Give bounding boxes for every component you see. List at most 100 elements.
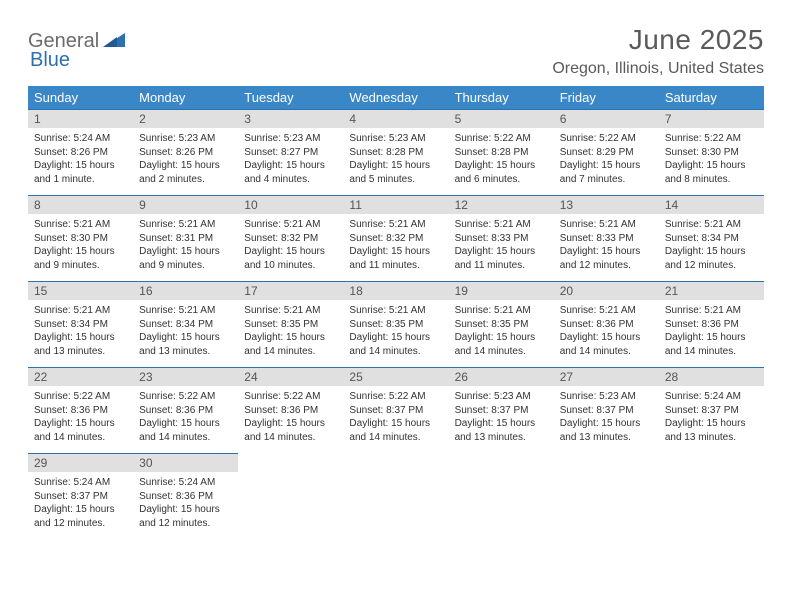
sunrise-text: Sunrise: 5:24 AM [665,390,758,404]
calendar-day-cell: 19Sunrise: 5:21 AMSunset: 8:35 PMDayligh… [449,281,554,367]
sunset-text: Sunset: 8:28 PM [349,146,442,160]
sunset-text: Sunset: 8:37 PM [665,404,758,418]
logo-triangle-icon [103,31,125,52]
daylight-text: Daylight: 15 hours and 14 minutes. [244,417,337,444]
day-body: Sunrise: 5:23 AMSunset: 8:26 PMDaylight:… [133,128,238,192]
sunrise-text: Sunrise: 5:24 AM [139,476,232,490]
daylight-text: Daylight: 15 hours and 11 minutes. [349,245,442,272]
day-number: 1 [28,109,133,128]
calendar-day-cell: 22Sunrise: 5:22 AMSunset: 8:36 PMDayligh… [28,367,133,453]
daylight-text: Daylight: 15 hours and 14 minutes. [349,417,442,444]
sunrise-text: Sunrise: 5:23 AM [455,390,548,404]
calendar-header-cell: Thursday [449,86,554,109]
day-number: 9 [133,195,238,214]
day-body: Sunrise: 5:22 AMSunset: 8:36 PMDaylight:… [133,386,238,450]
daylight-text: Daylight: 15 hours and 2 minutes. [139,159,232,186]
sunset-text: Sunset: 8:37 PM [455,404,548,418]
sunrise-text: Sunrise: 5:22 AM [244,390,337,404]
daylight-text: Daylight: 15 hours and 6 minutes. [455,159,548,186]
sunrise-text: Sunrise: 5:24 AM [34,132,127,146]
calendar-day-cell: 13Sunrise: 5:21 AMSunset: 8:33 PMDayligh… [554,195,659,281]
page-header: General June 2025 Oregon, Illinois, Unit… [28,24,764,78]
sunset-text: Sunset: 8:36 PM [560,318,653,332]
sunset-text: Sunset: 8:32 PM [349,232,442,246]
calendar-day-cell: 2Sunrise: 5:23 AMSunset: 8:26 PMDaylight… [133,109,238,195]
calendar-header-cell: Sunday [28,86,133,109]
daylight-text: Daylight: 15 hours and 13 minutes. [455,417,548,444]
calendar-day-cell: 15Sunrise: 5:21 AMSunset: 8:34 PMDayligh… [28,281,133,367]
sunset-text: Sunset: 8:30 PM [665,146,758,160]
day-number: 23 [133,367,238,386]
day-body: Sunrise: 5:21 AMSunset: 8:35 PMDaylight:… [449,300,554,364]
calendar-day-cell: 26Sunrise: 5:23 AMSunset: 8:37 PMDayligh… [449,367,554,453]
day-number: 14 [659,195,764,214]
calendar-page: General June 2025 Oregon, Illinois, Unit… [0,0,792,539]
day-number: 10 [238,195,343,214]
daylight-text: Daylight: 15 hours and 8 minutes. [665,159,758,186]
day-number: 2 [133,109,238,128]
day-body: Sunrise: 5:24 AMSunset: 8:37 PMDaylight:… [659,386,764,450]
daylight-text: Daylight: 15 hours and 13 minutes. [560,417,653,444]
calendar-day-cell: 24Sunrise: 5:22 AMSunset: 8:36 PMDayligh… [238,367,343,453]
day-body: Sunrise: 5:23 AMSunset: 8:28 PMDaylight:… [343,128,448,192]
sunset-text: Sunset: 8:26 PM [34,146,127,160]
calendar-header-row: SundayMondayTuesdayWednesdayThursdayFrid… [28,86,764,109]
calendar-day-cell: 8Sunrise: 5:21 AMSunset: 8:30 PMDaylight… [28,195,133,281]
calendar-day-cell: 16Sunrise: 5:21 AMSunset: 8:34 PMDayligh… [133,281,238,367]
day-number: 4 [343,109,448,128]
day-number: 25 [343,367,448,386]
day-body: Sunrise: 5:21 AMSunset: 8:30 PMDaylight:… [28,214,133,278]
sunset-text: Sunset: 8:28 PM [455,146,548,160]
day-body: Sunrise: 5:21 AMSunset: 8:31 PMDaylight:… [133,214,238,278]
sunset-text: Sunset: 8:30 PM [34,232,127,246]
day-body: Sunrise: 5:22 AMSunset: 8:30 PMDaylight:… [659,128,764,192]
sunrise-text: Sunrise: 5:21 AM [349,304,442,318]
sunset-text: Sunset: 8:37 PM [560,404,653,418]
calendar-week-row: 1Sunrise: 5:24 AMSunset: 8:26 PMDaylight… [28,109,764,195]
daylight-text: Daylight: 15 hours and 14 minutes. [349,331,442,358]
calendar-day-cell: 12Sunrise: 5:21 AMSunset: 8:33 PMDayligh… [449,195,554,281]
daylight-text: Daylight: 15 hours and 4 minutes. [244,159,337,186]
sunrise-text: Sunrise: 5:21 AM [34,218,127,232]
day-number: 29 [28,453,133,472]
day-number: 13 [554,195,659,214]
calendar-day-cell: 29Sunrise: 5:24 AMSunset: 8:37 PMDayligh… [28,453,133,539]
sunrise-text: Sunrise: 5:22 AM [139,390,232,404]
daylight-text: Daylight: 15 hours and 9 minutes. [139,245,232,272]
day-number: 11 [343,195,448,214]
calendar-table: SundayMondayTuesdayWednesdayThursdayFrid… [28,86,764,539]
daylight-text: Daylight: 15 hours and 9 minutes. [34,245,127,272]
day-body: Sunrise: 5:22 AMSunset: 8:28 PMDaylight:… [449,128,554,192]
sunset-text: Sunset: 8:34 PM [665,232,758,246]
calendar-header-cell: Friday [554,86,659,109]
day-body: Sunrise: 5:22 AMSunset: 8:37 PMDaylight:… [343,386,448,450]
calendar-empty-cell [449,453,554,539]
calendar-day-cell: 21Sunrise: 5:21 AMSunset: 8:36 PMDayligh… [659,281,764,367]
day-body: Sunrise: 5:22 AMSunset: 8:36 PMDaylight:… [28,386,133,450]
calendar-day-cell: 5Sunrise: 5:22 AMSunset: 8:28 PMDaylight… [449,109,554,195]
day-body: Sunrise: 5:23 AMSunset: 8:37 PMDaylight:… [449,386,554,450]
sunrise-text: Sunrise: 5:24 AM [34,476,127,490]
day-number: 8 [28,195,133,214]
day-body: Sunrise: 5:21 AMSunset: 8:34 PMDaylight:… [133,300,238,364]
calendar-empty-cell [554,453,659,539]
calendar-day-cell: 28Sunrise: 5:24 AMSunset: 8:37 PMDayligh… [659,367,764,453]
sunset-text: Sunset: 8:33 PM [455,232,548,246]
day-number: 17 [238,281,343,300]
day-body: Sunrise: 5:24 AMSunset: 8:26 PMDaylight:… [28,128,133,192]
day-number: 5 [449,109,554,128]
daylight-text: Daylight: 15 hours and 5 minutes. [349,159,442,186]
sunrise-text: Sunrise: 5:21 AM [349,218,442,232]
calendar-day-cell: 18Sunrise: 5:21 AMSunset: 8:35 PMDayligh… [343,281,448,367]
logo-text-blue-wrap: Blue [30,49,70,72]
calendar-day-cell: 27Sunrise: 5:23 AMSunset: 8:37 PMDayligh… [554,367,659,453]
sunset-text: Sunset: 8:35 PM [455,318,548,332]
sunrise-text: Sunrise: 5:23 AM [139,132,232,146]
calendar-day-cell: 3Sunrise: 5:23 AMSunset: 8:27 PMDaylight… [238,109,343,195]
day-body: Sunrise: 5:21 AMSunset: 8:34 PMDaylight:… [659,214,764,278]
calendar-empty-cell [343,453,448,539]
day-body: Sunrise: 5:21 AMSunset: 8:36 PMDaylight:… [554,300,659,364]
sunrise-text: Sunrise: 5:21 AM [665,304,758,318]
sunset-text: Sunset: 8:36 PM [139,490,232,504]
sunset-text: Sunset: 8:34 PM [139,318,232,332]
